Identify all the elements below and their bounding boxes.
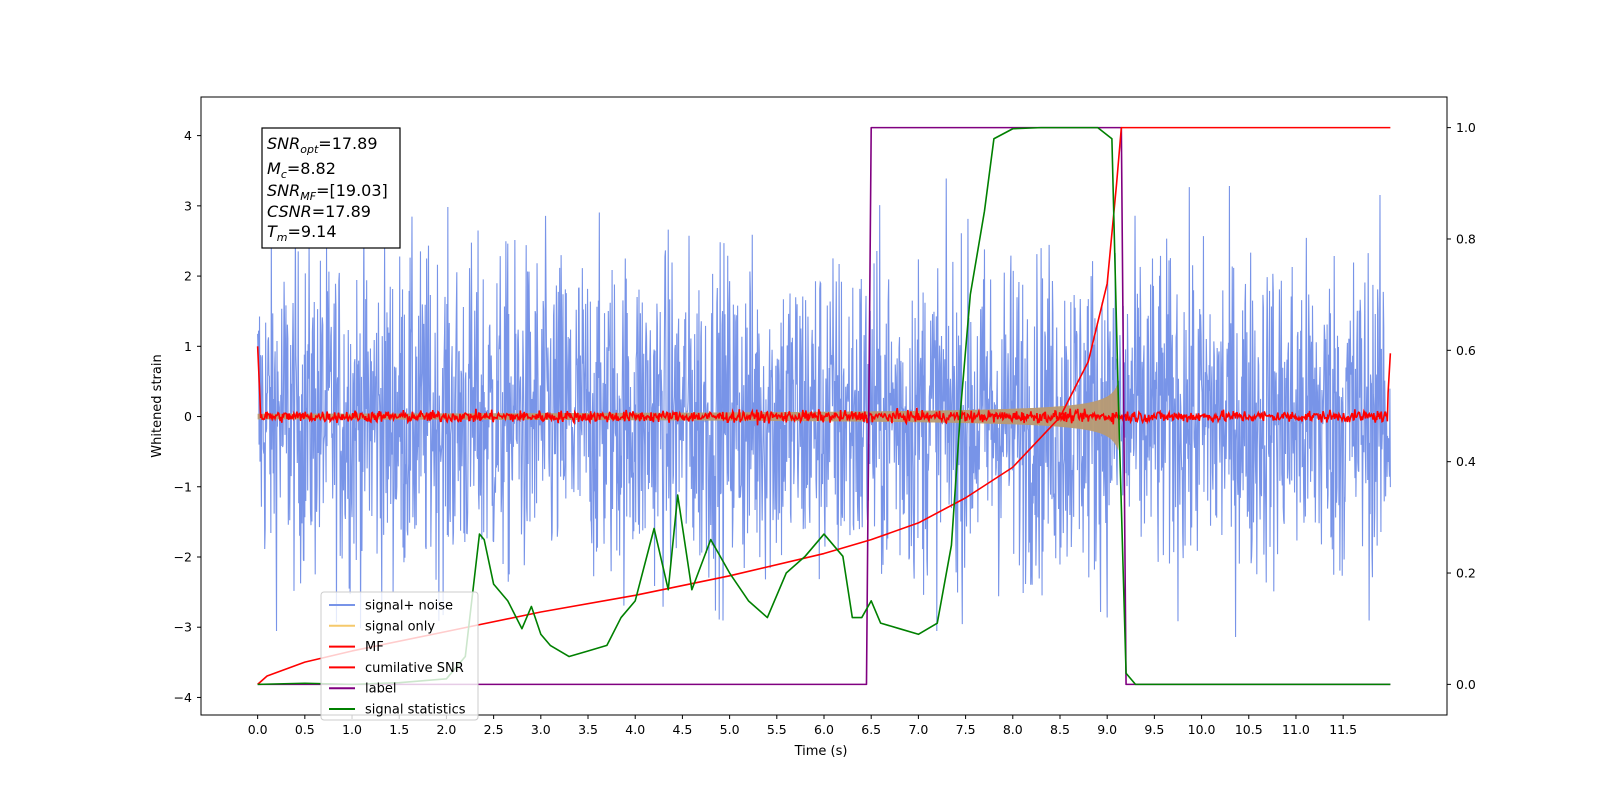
- x-tick-label: 0.5: [295, 722, 315, 737]
- x-tick-label: 8.5: [1050, 722, 1070, 737]
- y-tick-label: −1: [174, 479, 192, 494]
- annotation-snr-mf: SNRMF=[19.03]: [267, 181, 388, 203]
- annotation-snr-opt: SNRopt=17.89: [267, 134, 378, 156]
- legend-label-mf: MF: [365, 640, 384, 655]
- x-tick-label: 9.5: [1144, 722, 1164, 737]
- legend-label-signal-statistics: signal statistics: [365, 703, 466, 718]
- x-tick-label: 6.5: [861, 722, 881, 737]
- x-tick-label: 4.5: [672, 722, 692, 737]
- signal-statistics-line: [257, 126, 1391, 686]
- y-tick-label: −2: [174, 549, 192, 564]
- x-axis-label: Time (s): [794, 744, 848, 759]
- y2-tick-label: 0.8: [1456, 231, 1476, 246]
- x-tick-label: 10.5: [1235, 722, 1263, 737]
- x-tick-label: 1.5: [389, 722, 409, 737]
- x-tick-label: 3.0: [531, 722, 551, 737]
- y-tick-label: −3: [174, 620, 192, 635]
- legend-label-label: label: [365, 682, 396, 697]
- x-tick-label: 9.0: [1097, 722, 1117, 737]
- legend-label-signal-only: signal only: [365, 619, 435, 634]
- x-tick-label: 10.0: [1188, 722, 1216, 737]
- y2-tick-label: 0.6: [1456, 343, 1476, 358]
- x-tick-label: 6.0: [814, 722, 834, 737]
- x-tick-label: 5.5: [767, 722, 787, 737]
- y2-tick-label: 0.2: [1456, 566, 1476, 581]
- y-tick-label: 1: [184, 339, 192, 354]
- mf-series: [256, 346, 1392, 426]
- x-tick-label: 2.0: [436, 722, 456, 737]
- x-tick-label: 8.0: [1003, 722, 1023, 737]
- x-tick-label: 7.5: [956, 722, 976, 737]
- y-tick-label: 4: [184, 128, 192, 143]
- annotation-mc: Mc=8.82: [267, 159, 336, 181]
- mf-line: [256, 346, 1392, 426]
- x-tick-label: 0.0: [248, 722, 268, 737]
- legend-frame: [320, 591, 479, 721]
- y-tick-label: 0: [184, 409, 192, 424]
- annotation-csnr: CSNR=17.89: [267, 202, 371, 221]
- legend-label-cumilative-snr: cumilative SNR: [365, 661, 464, 676]
- x-tick-label: 5.0: [720, 722, 740, 737]
- annotation-tm: Tm=9.14: [267, 222, 337, 244]
- x-tick-label: 11.0: [1282, 722, 1310, 737]
- y-tick-label: 3: [184, 198, 192, 213]
- legend-label-signal-noise: signal+ noise: [365, 599, 453, 614]
- y2-tick-label: 1.0: [1456, 120, 1476, 135]
- annotation-frame: [261, 127, 401, 249]
- y2-tick-label: 0.4: [1456, 454, 1476, 469]
- x-tick-label: 2.5: [484, 722, 504, 737]
- x-tick-label: 1.0: [342, 722, 362, 737]
- annotation-box: SNRopt=17.89 Mc=8.82 SNRMF=[19.03] CSNR=…: [261, 127, 401, 249]
- x-axis: 0.0 0.5 1.0 1.5 2.0 2.5 3.0 3.5 4.0 4.5 5.0 5.5 6.0 6…: [248, 715, 1357, 737]
- y2-tick-label: 0.0: [1456, 677, 1476, 692]
- x-tick-label: 3.5: [578, 722, 598, 737]
- x-tick-label: 4.0: [625, 722, 645, 737]
- y-tick-label: −4: [174, 690, 192, 705]
- y-axis-right: 0.0 0.2 0.4 0.6 0.8 1.0: [1447, 120, 1476, 692]
- x-tick-label: 11.5: [1329, 722, 1357, 737]
- y-axis-left: −4 −3 −2 −1 0 1 2 3 4: [174, 128, 201, 705]
- y-tick-label: 2: [184, 269, 192, 284]
- y-axis-label: Whitened strain: [150, 354, 165, 457]
- legend: signal+ noise signal only MF cumilative SNR…: [320, 591, 479, 721]
- x-tick-label: 7.0: [908, 722, 928, 737]
